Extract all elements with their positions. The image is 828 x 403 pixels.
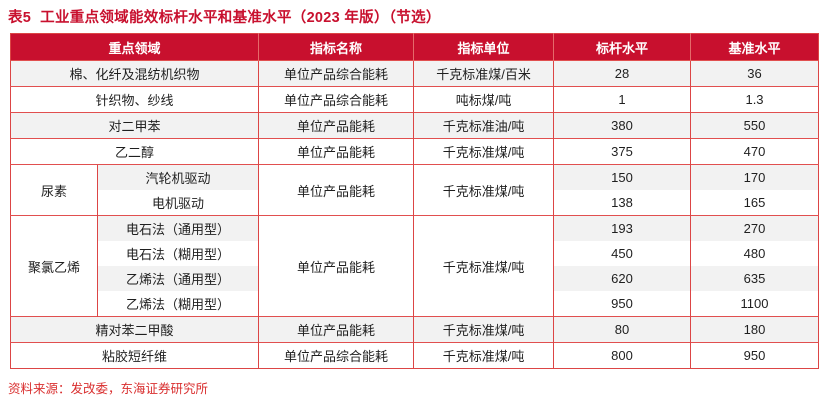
table-title-text: 工业重点领域能效标杆水平和基准水平（2023 年版）（节选）	[40, 10, 441, 26]
baseline-cell: 270	[690, 215, 819, 241]
baseline-cell: 1100	[690, 291, 819, 317]
column-header-benchmark: 标杆水平	[553, 33, 691, 61]
baseline-cell: 950	[690, 342, 819, 369]
sub-area-cell: 电石法（通用型）	[96, 215, 259, 241]
indicator-cell: 单位产品能耗	[258, 215, 414, 317]
benchmark-cell: 380	[553, 112, 691, 139]
indicator-cell: 单位产品综合能耗	[258, 60, 414, 87]
table-row: 精对苯二甲酸 单位产品能耗 千克标准煤/吨 80 180	[10, 316, 819, 343]
area-cell: 棉、化纤及混纺机织物	[10, 60, 259, 87]
area-cell: 对二甲苯	[10, 112, 259, 139]
benchmark-cell: 80	[553, 316, 691, 343]
unit-cell: 千克标准煤/吨	[413, 164, 554, 216]
table-title: 表5 工业重点领域能效标杆水平和基准水平（2023 年版）（节选）	[8, 6, 818, 27]
unit-cell: 千克标准油/吨	[413, 112, 554, 139]
indicator-cell: 单位产品综合能耗	[258, 342, 414, 369]
table-row: 电机驱动 138 165	[11, 190, 819, 216]
benchmark-cell: 150	[553, 164, 691, 190]
table-row: 聚氯乙烯 电石法（通用型） 单位产品能耗 千克标准煤/吨 193 270	[10, 215, 819, 317]
table-row: 粘胶短纤维 单位产品综合能耗 千克标准煤/吨 800 950	[10, 342, 819, 369]
indicator-cell: 单位产品能耗	[258, 138, 414, 165]
baseline-cell: 170	[690, 164, 819, 190]
area-cell: 聚氯乙烯	[10, 215, 98, 317]
benchmark-table: 重点领域 指标名称 指标单位 标杆水平 基准水平 棉、化纤及混纺机织物 单位产品…	[10, 33, 820, 369]
unit-cell: 千克标准煤/吨	[413, 138, 554, 165]
table-row: 电石法（糊用型） 450 480	[11, 241, 819, 266]
table-row: 棉、化纤及混纺机织物 单位产品综合能耗 千克标准煤/百米 28 36	[10, 60, 819, 87]
indicator-cell: 单位产品综合能耗	[258, 86, 414, 113]
baseline-cell: 1.3	[690, 86, 819, 113]
sub-area-cell: 汽轮机驱动	[96, 164, 259, 190]
area-cell: 针织物、纱线	[10, 86, 259, 113]
indicator-cell: 单位产品能耗	[258, 112, 414, 139]
data-source: 资料来源：发改委，东海证券研究所	[8, 382, 209, 396]
area-cell: 尿素	[10, 164, 98, 216]
benchmark-cell: 950	[553, 291, 691, 317]
baseline-cell: 470	[690, 138, 819, 165]
benchmark-cell: 193	[553, 215, 691, 241]
column-header-area: 重点领域	[10, 33, 259, 61]
baseline-cell: 165	[690, 190, 819, 216]
sub-area-cell: 电机驱动	[96, 190, 259, 216]
baseline-cell: 480	[690, 241, 819, 266]
table-number: 表5	[8, 10, 32, 26]
benchmark-cell: 1	[553, 86, 691, 113]
table-header-row: 重点领域 指标名称 指标单位 标杆水平 基准水平	[10, 33, 819, 61]
area-cell: 乙二醇	[10, 138, 259, 165]
benchmark-cell: 450	[553, 241, 691, 266]
column-header-indicator: 指标名称	[258, 33, 414, 61]
unit-cell: 千克标准煤/吨	[413, 342, 554, 369]
sub-area-cell: 电石法（糊用型）	[96, 241, 259, 266]
table-row: 乙二醇 单位产品能耗 千克标准煤/吨 375 470	[10, 138, 819, 165]
unit-cell: 千克标准煤/吨	[413, 215, 554, 317]
area-cell: 精对苯二甲酸	[10, 316, 259, 343]
table-row: 乙烯法（通用型） 620 635	[10, 266, 819, 291]
table-row: 乙烯法（糊用型） 950 1100	[11, 291, 819, 317]
unit-cell: 吨标煤/吨	[413, 86, 554, 113]
baseline-cell: 550	[690, 112, 819, 139]
benchmark-cell: 375	[553, 138, 691, 165]
benchmark-cell: 28	[553, 60, 691, 87]
benchmark-cell: 138	[553, 190, 691, 216]
benchmark-cell: 800	[553, 342, 691, 369]
sub-area-cell: 乙烯法（通用型）	[96, 266, 259, 291]
table-row: 对二甲苯 单位产品能耗 千克标准油/吨 380 550	[10, 112, 819, 139]
indicator-cell: 单位产品能耗	[258, 164, 414, 216]
benchmark-cell: 620	[553, 266, 691, 291]
unit-cell: 千克标准煤/吨	[413, 316, 554, 343]
baseline-cell: 180	[690, 316, 819, 343]
baseline-cell: 36	[690, 60, 819, 87]
column-header-unit: 指标单位	[413, 33, 554, 61]
column-header-baseline: 基准水平	[690, 33, 819, 61]
unit-cell: 千克标准煤/百米	[413, 60, 554, 87]
sub-area-cell: 乙烯法（糊用型）	[96, 291, 259, 317]
indicator-cell: 单位产品能耗	[258, 316, 414, 343]
table-row: 针织物、纱线 单位产品综合能耗 吨标煤/吨 1 1.3	[10, 86, 819, 113]
table-row: 尿素 汽轮机驱动 单位产品能耗 千克标准煤/吨 150 170	[10, 164, 819, 216]
baseline-cell: 635	[690, 266, 819, 291]
area-cell: 粘胶短纤维	[10, 342, 259, 369]
